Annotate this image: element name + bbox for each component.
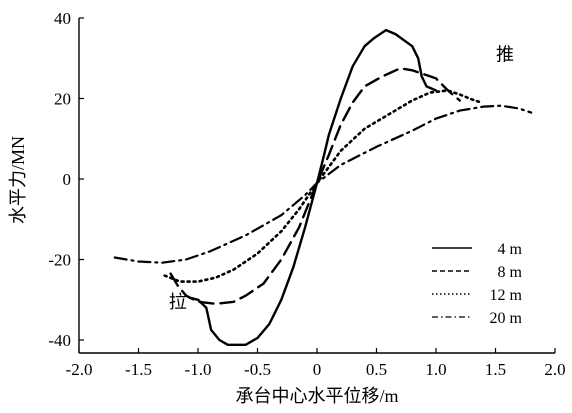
series-line-4m <box>188 28 438 346</box>
legend-entry: 8 m <box>498 264 523 281</box>
series-line-20m <box>113 104 533 264</box>
x-tick-label: 1.0 <box>425 360 446 379</box>
y-tick-label: 40 <box>54 9 71 28</box>
x-axis-title: 承台中心水平位移/m <box>235 386 398 406</box>
x-tick-label: 0 <box>313 360 322 379</box>
x-tick-label: 1.5 <box>485 360 506 379</box>
annotation-label: 拉 <box>169 292 187 312</box>
y-tick-label: -40 <box>48 331 71 350</box>
annotation-label: 推 <box>496 44 514 64</box>
x-tick-label: 0.5 <box>366 360 387 379</box>
legend-entry: 20 m <box>490 310 523 327</box>
axis-labels: 水平力/MN 承台中心水平位移/m <box>8 136 399 406</box>
legend-entry: 4 m <box>498 241 523 258</box>
x-tick-label: 2.0 <box>544 360 565 379</box>
x-tick-label: -0.5 <box>244 360 271 379</box>
y-axis-title: 水平力/MN <box>8 136 28 224</box>
legend: 4 m 8 m 12 m 20 m <box>432 241 523 327</box>
series-line-12m <box>163 89 483 283</box>
y-tick-label: 20 <box>54 90 71 109</box>
x-tick-label: -1.5 <box>125 360 152 379</box>
series-line-8m <box>169 67 461 305</box>
y-tick-label: -20 <box>48 251 71 270</box>
axes: -2.0 -1.5 -1.0 -0.5 0 0.5 1.0 1.5 2.0 -40 -20 0 20 40 <box>48 9 565 379</box>
x-tick-label: -2.0 <box>66 360 93 379</box>
series-lines <box>113 28 533 346</box>
y-tick-label: 0 <box>63 170 72 189</box>
legend-entry: 12 m <box>490 287 523 304</box>
annotations: 推拉 <box>169 44 514 312</box>
x-tick-label: -1.0 <box>185 360 212 379</box>
